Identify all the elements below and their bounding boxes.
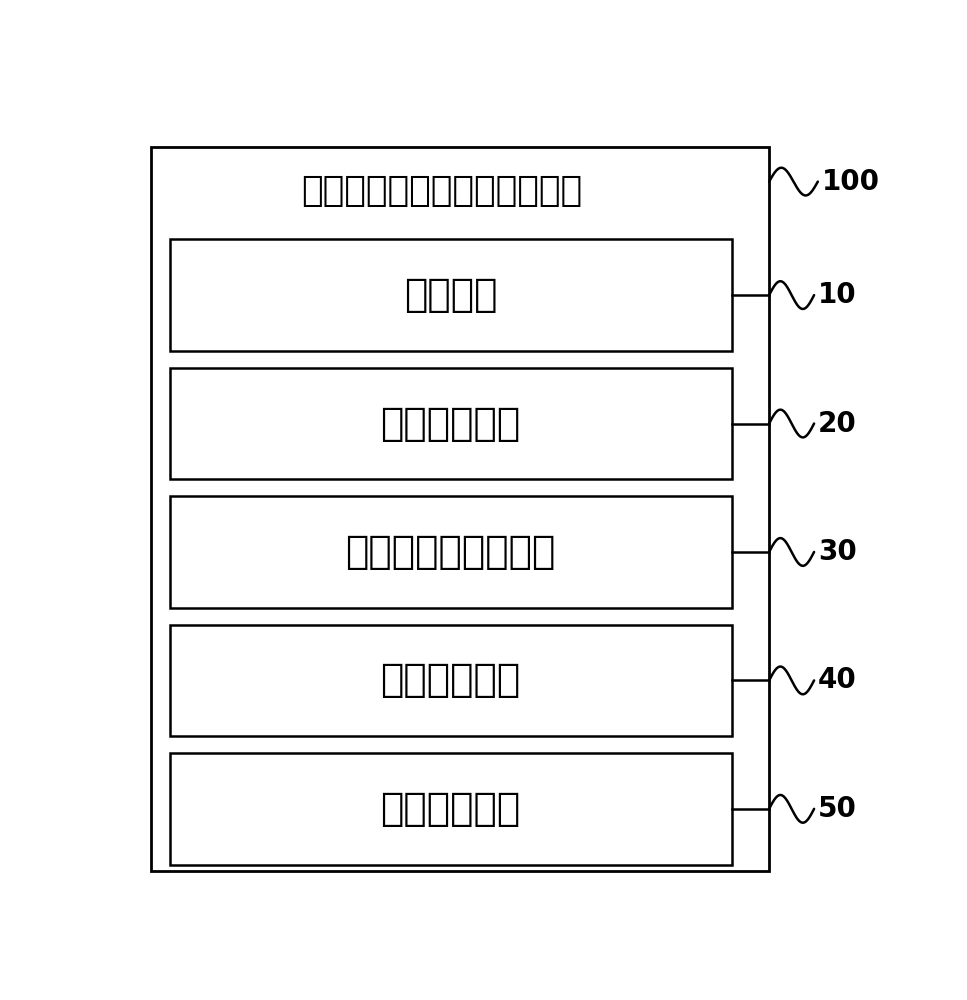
Text: 变频控制模块: 变频控制模块	[380, 661, 521, 699]
FancyBboxPatch shape	[169, 753, 732, 865]
FancyBboxPatch shape	[169, 239, 732, 351]
Text: 10: 10	[818, 281, 857, 309]
Text: 40: 40	[818, 666, 857, 694]
FancyBboxPatch shape	[169, 625, 732, 736]
Text: 30: 30	[818, 538, 857, 566]
Text: 20: 20	[818, 410, 857, 438]
Text: 50: 50	[818, 795, 857, 823]
Text: 冷量测定模块: 冷量测定模块	[380, 405, 521, 443]
FancyBboxPatch shape	[169, 368, 732, 479]
FancyBboxPatch shape	[169, 496, 732, 608]
Text: 冷冻水流量获取模块: 冷冻水流量获取模块	[345, 533, 556, 571]
Text: 冷机停机后冷冻泵的控制装置: 冷机停机后冷冻泵的控制装置	[301, 174, 582, 208]
Text: 连续运行模块: 连续运行模块	[380, 790, 521, 828]
Text: 100: 100	[822, 168, 880, 196]
FancyBboxPatch shape	[151, 147, 769, 871]
Text: 判断模块: 判断模块	[404, 276, 497, 314]
